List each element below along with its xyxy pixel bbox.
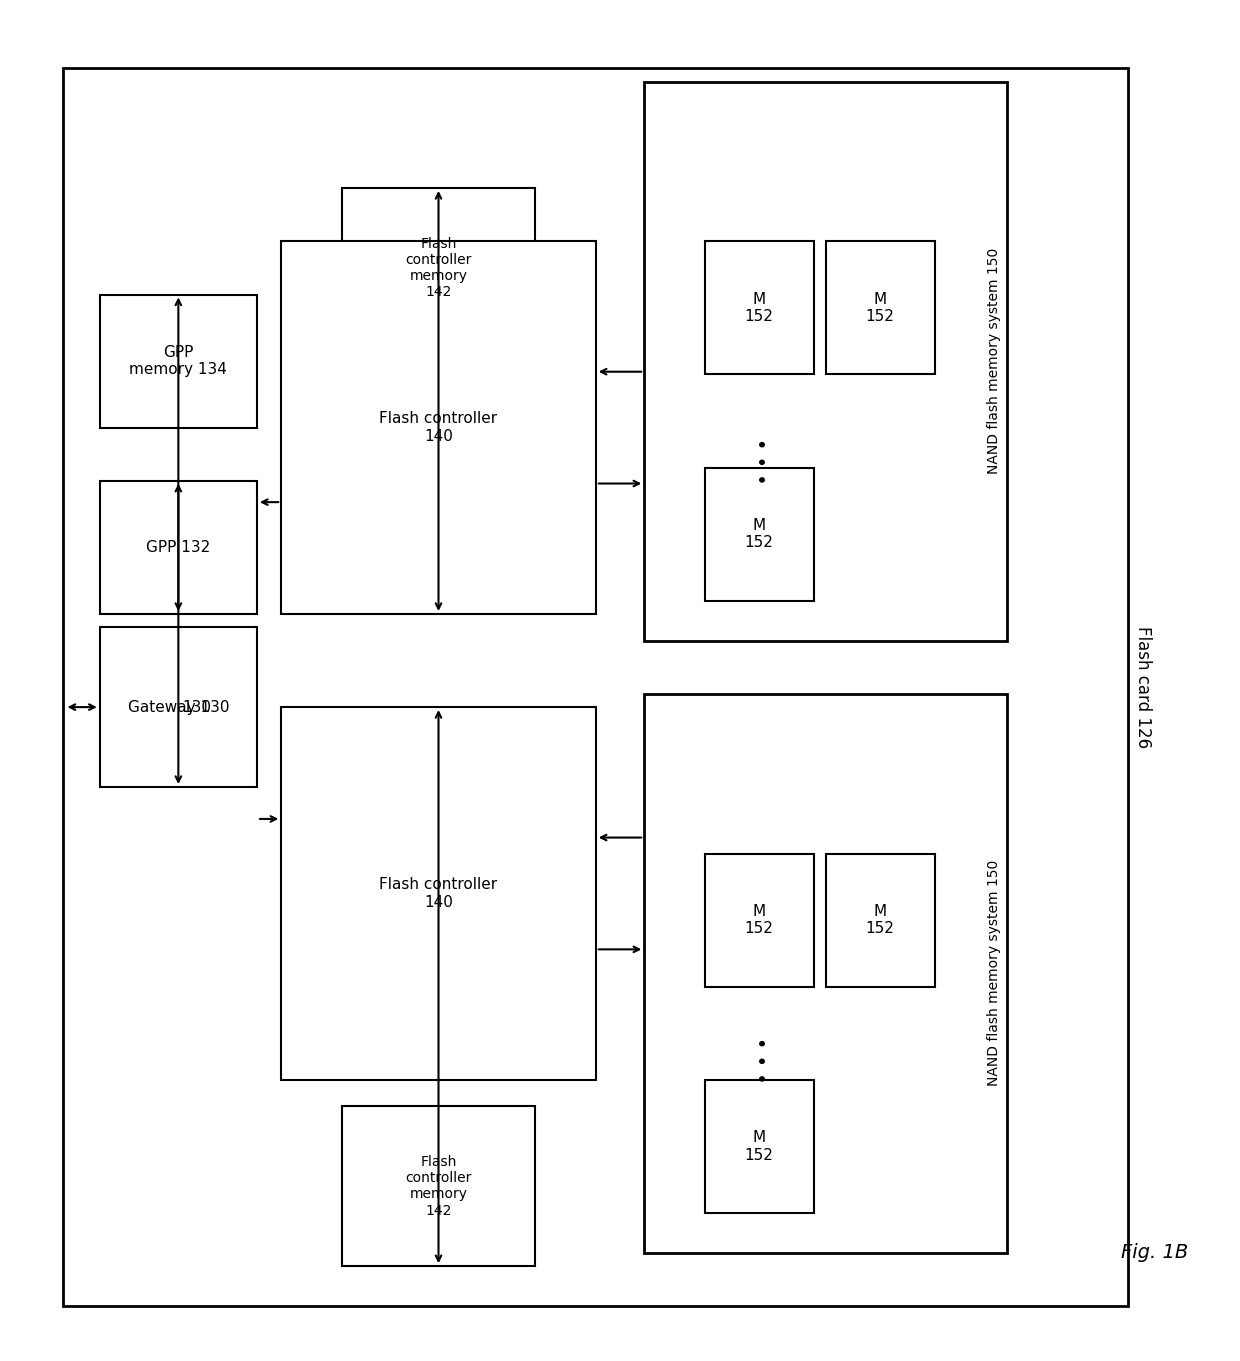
Text: Flash
controller
memory
142: Flash controller memory 142 <box>405 237 471 299</box>
Text: NAND flash memory system 150: NAND flash memory system 150 <box>987 860 1001 1086</box>
Text: Gateway 130: Gateway 130 <box>128 700 229 715</box>
FancyBboxPatch shape <box>281 241 595 614</box>
Text: M
152: M 152 <box>866 904 894 936</box>
Text: Flash
controller
memory
142: Flash controller memory 142 <box>405 1155 471 1218</box>
Text: Flash controller
140: Flash controller 140 <box>379 411 497 444</box>
Text: NAND flash memory system 150: NAND flash memory system 150 <box>987 248 1001 474</box>
Text: 130: 130 <box>182 700 211 715</box>
FancyBboxPatch shape <box>342 1106 536 1266</box>
FancyBboxPatch shape <box>704 1079 813 1213</box>
Text: M
152: M 152 <box>745 1130 774 1162</box>
Text: M
152: M 152 <box>866 291 894 324</box>
FancyBboxPatch shape <box>704 241 813 374</box>
Text: • • •: • • • <box>750 438 769 485</box>
Text: GPP 132: GPP 132 <box>146 540 211 555</box>
FancyBboxPatch shape <box>704 853 813 987</box>
Text: M
152: M 152 <box>745 519 774 550</box>
FancyBboxPatch shape <box>704 468 813 600</box>
FancyBboxPatch shape <box>645 694 1007 1253</box>
FancyBboxPatch shape <box>645 82 1007 641</box>
Text: Flash controller
140: Flash controller 140 <box>379 878 497 909</box>
Text: M
152: M 152 <box>745 904 774 936</box>
FancyBboxPatch shape <box>99 627 257 787</box>
Text: Flash card 126: Flash card 126 <box>1135 626 1152 749</box>
FancyBboxPatch shape <box>342 188 536 348</box>
Text: M
152: M 152 <box>745 291 774 324</box>
FancyBboxPatch shape <box>99 294 257 427</box>
FancyBboxPatch shape <box>826 853 935 987</box>
Text: Fig. 1B: Fig. 1B <box>1121 1244 1189 1263</box>
FancyBboxPatch shape <box>826 241 935 374</box>
Text: GPP
memory 134: GPP memory 134 <box>129 344 227 377</box>
FancyBboxPatch shape <box>99 480 257 614</box>
Text: • • •: • • • <box>750 1037 769 1083</box>
FancyBboxPatch shape <box>63 68 1128 1307</box>
FancyBboxPatch shape <box>281 708 595 1079</box>
